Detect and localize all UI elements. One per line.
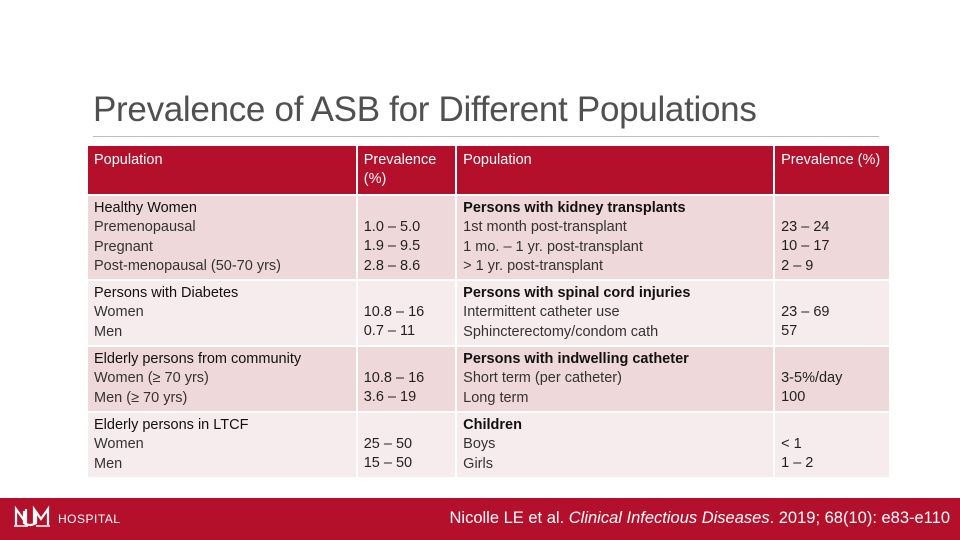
prevalence-value: 3.6 – 19	[363, 389, 417, 406]
citation-details: . 2019; 68(10): e83-e110	[769, 509, 950, 527]
prevalence-value: 2.8 – 8.6	[363, 257, 421, 274]
group-title: Healthy Women	[94, 200, 197, 216]
subgroup-label: Men (≥ 70 yrs)	[94, 389, 188, 406]
group-title: Children	[463, 416, 522, 433]
subgroup-label: Premenopausal	[94, 219, 196, 236]
prevalence-value: 1.0 – 5.0	[363, 219, 421, 235]
population-cell: Elderly persons from community Women (≥ …	[88, 347, 356, 411]
prevalence-value: 1 – 2	[781, 455, 814, 472]
table-row: Elderly persons from community Women (≥ …	[88, 347, 889, 411]
subgroup-label: Short term (per catheter)	[463, 370, 622, 387]
prevalence-cell: 25 – 50 15 – 50	[357, 412, 456, 477]
prevalence-cell: 1.0 – 5.0 1.9 – 9.5 2.8 – 8.6	[357, 196, 456, 280]
subgroup-label: Women	[94, 436, 144, 453]
citation-authors: Nicolle LE et al.	[449, 509, 569, 527]
prevalence-cell: < 1 1 – 2	[775, 412, 889, 477]
header-prevalence-left: Prevalence (%)	[357, 146, 456, 194]
prevalence-value: 25 – 50	[363, 435, 413, 452]
subgroup-label: 1 mo. – 1 yr. post-transplant	[463, 238, 643, 255]
footer-bar: HOSPITAL Nicolle LE et al. Clinical Infe…	[0, 498, 960, 540]
table-row: Elderly persons in LTCF Women Men 25 – 5…	[88, 412, 889, 477]
table-header-row: Population Prevalence (%) Population Pre…	[88, 146, 889, 194]
prevalence-value: 1.9 – 9.5	[363, 238, 421, 255]
prevalence-value: 10.8 – 16	[363, 370, 425, 387]
subgroup-label: Post-menopausal (50-70 yrs)	[94, 257, 281, 274]
prevalence-value: 10 – 17	[781, 238, 830, 255]
population-cell: Healthy Women Premenopausal Pregnant Pos…	[88, 196, 356, 280]
unm-logo-icon	[14, 505, 50, 534]
population-cell: Persons with Diabetes Women Men	[88, 281, 356, 346]
prevalence-value: 57	[781, 323, 798, 340]
group-title: Persons with indwelling catheter	[463, 351, 689, 368]
subgroup-label: Women	[94, 304, 144, 321]
subgroup-label: 1st month post-transplant	[463, 219, 627, 236]
subgroup-label: > 1 yr. post-transplant	[463, 257, 604, 274]
population-cell: Elderly persons in LTCF Women Men	[88, 412, 356, 477]
population-cell: Persons with kidney transplants 1st mont…	[457, 196, 774, 280]
prevalence-cell: 23 – 69 57	[775, 281, 889, 346]
subgroup-label: Girls	[463, 455, 493, 472]
prevalence-table: Population Prevalence (%) Population Pre…	[86, 144, 891, 479]
prevalence-cell: 10.8 – 16 3.6 – 19	[357, 347, 456, 411]
prevalence-cell: 23 – 24 10 – 17 2 – 9	[775, 196, 889, 280]
subgroup-label: Pregnant	[94, 238, 153, 255]
prevalence-cell: 3-5%/day 100	[775, 347, 889, 411]
prevalence-value: 100	[781, 389, 806, 406]
header-population-right: Population	[457, 146, 774, 194]
subgroup-label: Sphincterectomy/condom cath	[463, 323, 659, 340]
subgroup-label: Intermittent catheter use	[463, 304, 620, 321]
header-prevalence-right: Prevalence (%)	[775, 146, 889, 194]
footer-logo: HOSPITAL	[14, 505, 121, 534]
prevalence-value: 15 – 50	[363, 455, 413, 472]
citation: Nicolle LE et al. Clinical Infectious Di…	[450, 509, 951, 528]
group-title: Persons with kidney transplants	[463, 200, 686, 216]
table-row: Persons with Diabetes Women Men 10.8 – 1…	[88, 281, 889, 346]
subgroup-label: Boys	[463, 436, 496, 453]
prevalence-value: 10.8 – 16	[363, 304, 425, 321]
prevalence-value: 23 – 69	[781, 304, 830, 321]
prevalence-value: 0.7 – 11	[363, 323, 416, 340]
population-cell: Children Boys Girls	[457, 412, 774, 477]
citation-journal: Clinical Infectious Diseases	[568, 509, 770, 527]
subgroup-label: Long term	[463, 389, 529, 406]
group-title: Elderly persons from community	[94, 351, 302, 368]
table-row: Healthy Women Premenopausal Pregnant Pos…	[88, 196, 889, 280]
subgroup-label: Men	[94, 323, 123, 340]
subgroup-label: Men	[94, 455, 123, 472]
population-cell: Persons with spinal cord injuries Interm…	[457, 281, 774, 346]
subgroup-label: Women (≥ 70 yrs)	[94, 370, 209, 387]
footer-logo-text: HOSPITAL	[58, 512, 121, 526]
group-title: Persons with spinal cord injuries	[463, 285, 691, 302]
prevalence-value: 3-5%/day	[781, 370, 843, 387]
title-divider	[93, 136, 879, 137]
group-title: Persons with Diabetes	[94, 285, 239, 302]
population-cell: Persons with indwelling catheter Short t…	[457, 347, 774, 411]
prevalence-cell: 10.8 – 16 0.7 – 11	[357, 281, 456, 346]
prevalence-value: 2 – 9	[781, 257, 814, 274]
prevalence-value: < 1	[781, 435, 802, 452]
prevalence-value: 23 – 24	[781, 219, 830, 235]
group-title: Elderly persons in LTCF	[94, 416, 249, 433]
header-population-left: Population	[88, 146, 356, 194]
slide-title: Prevalence of ASB for Different Populati…	[93, 90, 757, 129]
